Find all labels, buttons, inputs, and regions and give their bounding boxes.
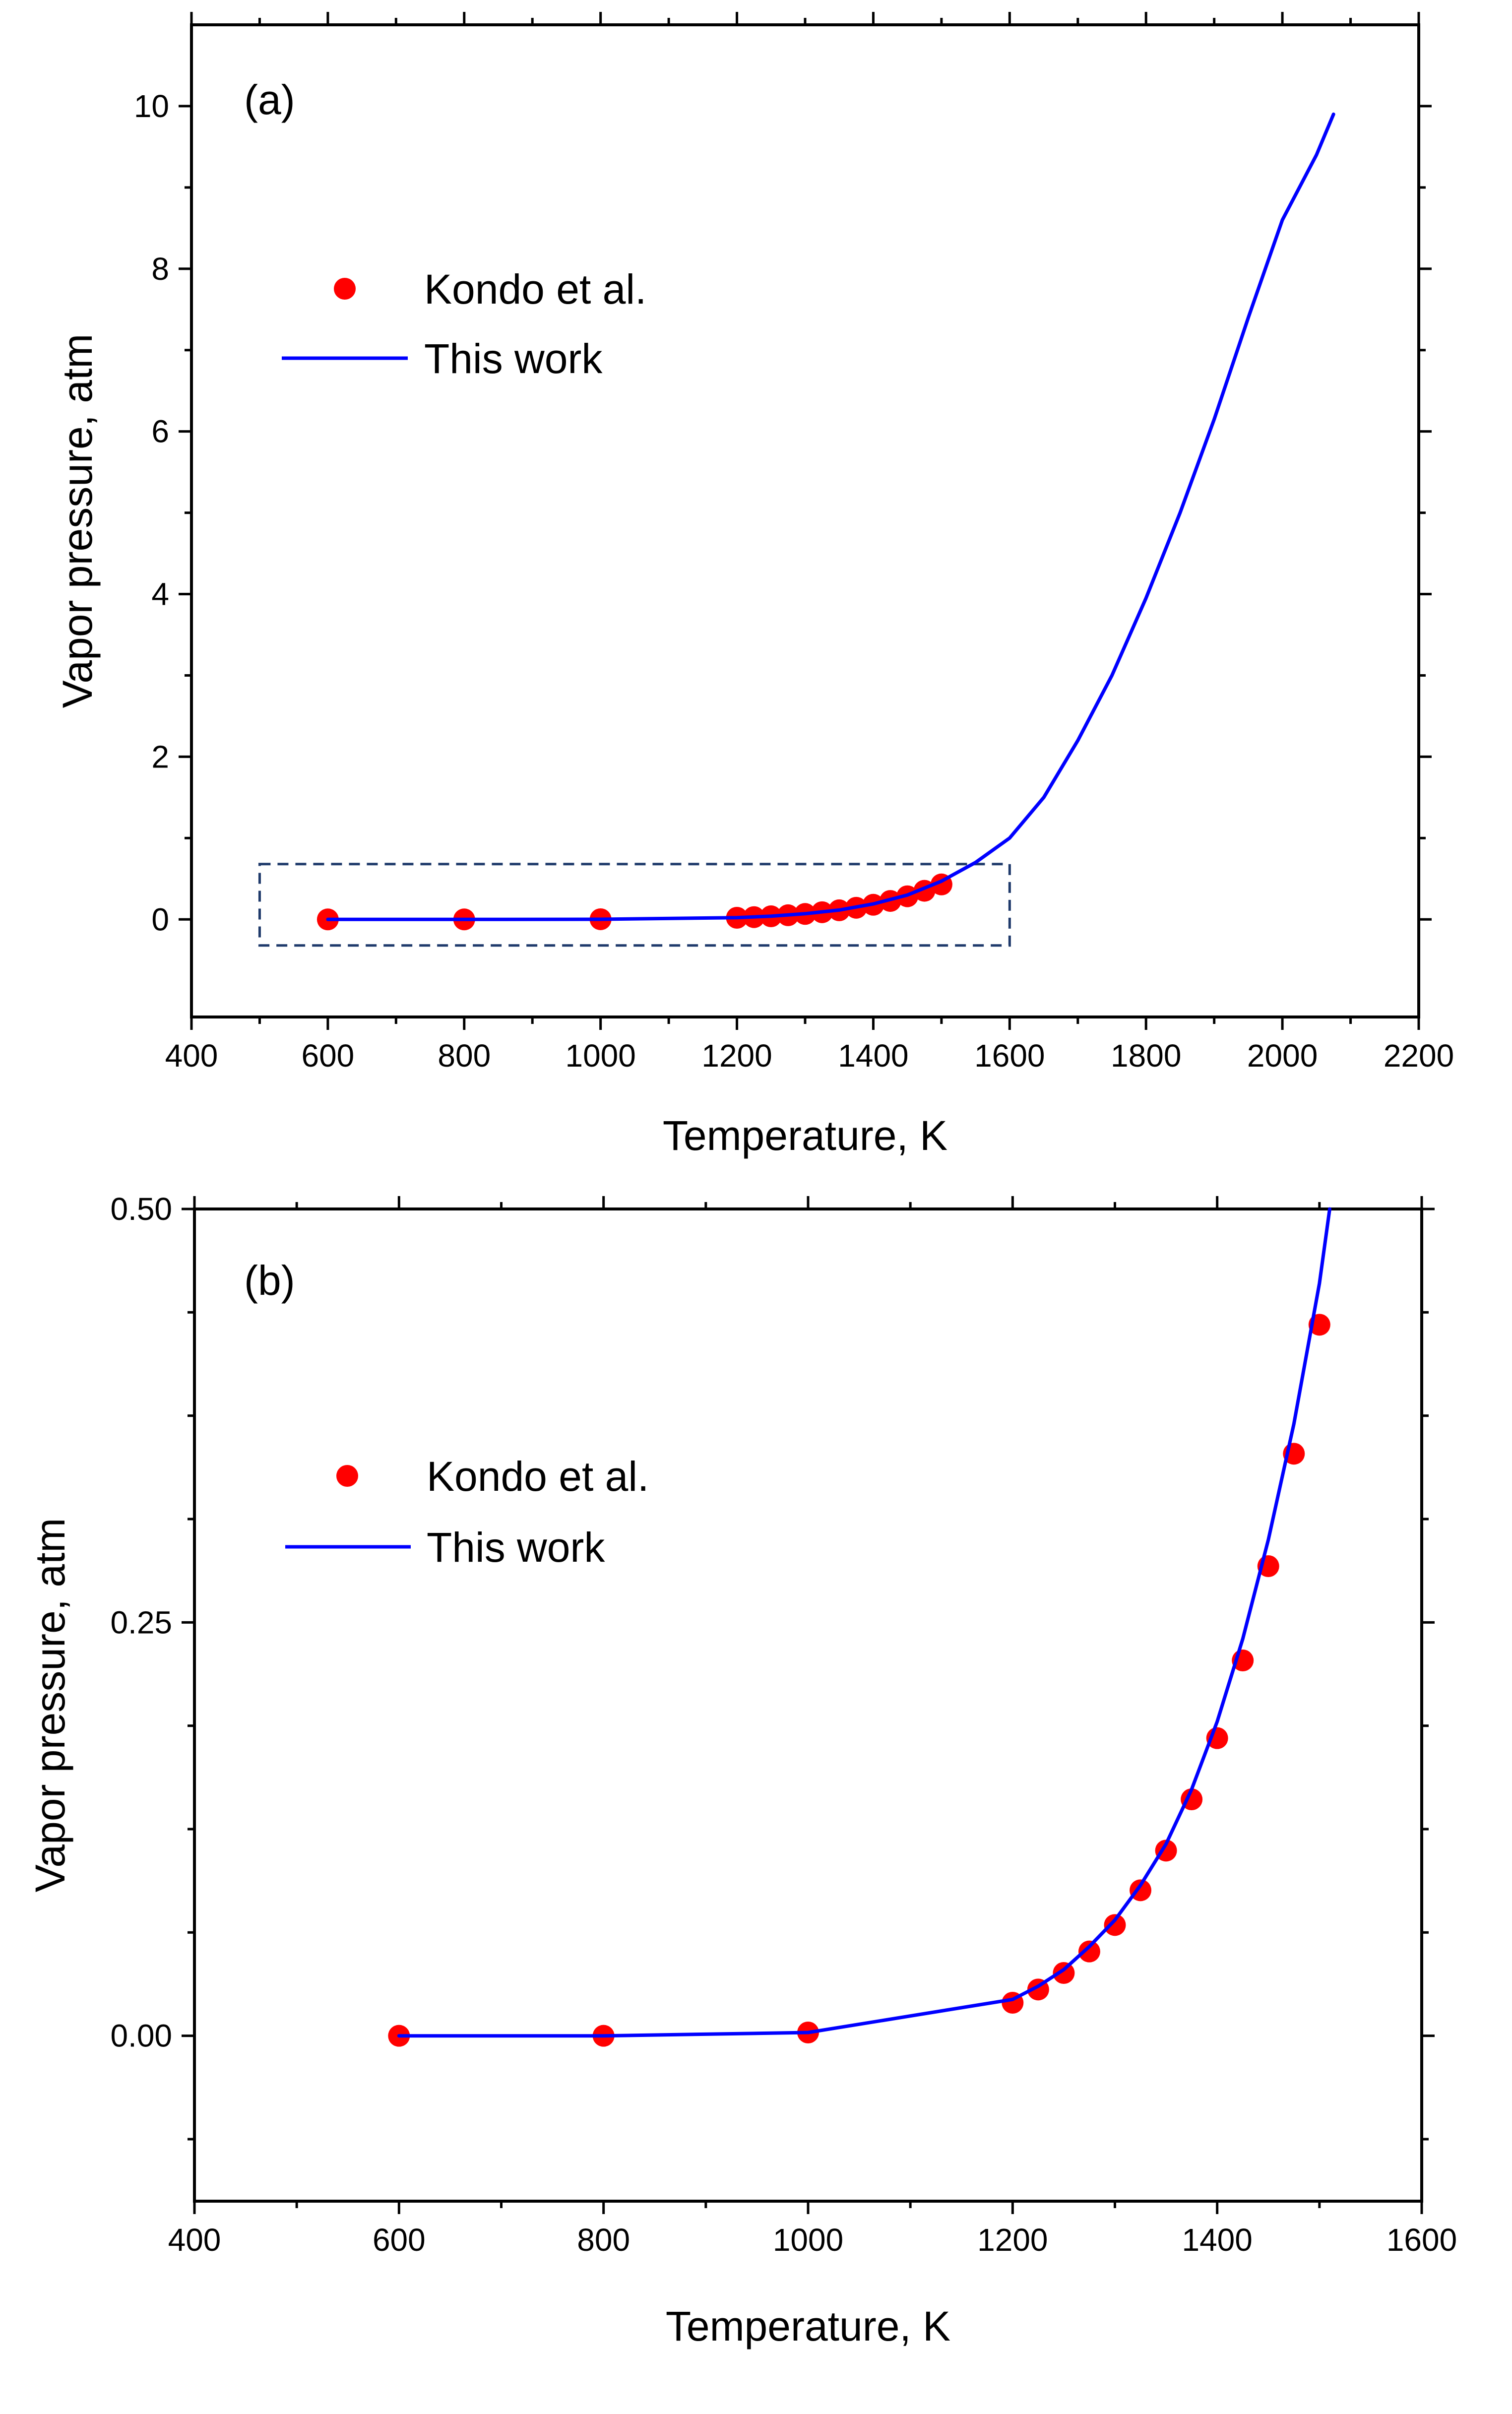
a-y-tick-label: 2 (151, 739, 169, 774)
a-x-tick-label: 400 (165, 1038, 218, 1074)
b-y-tick-label: 0.50 (110, 1191, 172, 1227)
a-series (316, 112, 1335, 931)
b-point-kondo (1130, 1879, 1152, 1902)
a-x-tick-label: 1200 (701, 1038, 772, 1074)
plot-frame-b (193, 1207, 1423, 2203)
b-point-kondo (1053, 1962, 1075, 1984)
a-zoom-box (258, 863, 1011, 947)
b-y-tick-label: 0.00 (110, 2018, 172, 2054)
b-legend-marker-kondo (336, 1465, 358, 1487)
a-x-tick-label: 800 (438, 1038, 491, 1074)
a-axis-ticks: 400 600 800 1000 1200 1400 1600 1800 2000 2200 0 2 4… (134, 12, 1454, 1074)
a-panel-label: (a) (244, 76, 295, 123)
b-x-tick-label: 800 (577, 2222, 630, 2258)
b-x-tick-label: 1600 (1386, 2222, 1457, 2258)
a-line-this-work (326, 112, 1335, 921)
a-x-tick-label: 1000 (565, 1038, 635, 1074)
b-panel-label: (b) (244, 1257, 295, 1304)
b-x-tick-label: 600 (373, 2222, 426, 2258)
b-point-kondo (1104, 1914, 1126, 1936)
b-series (388, 1207, 1331, 2047)
a-y-tick-label: 10 (134, 88, 169, 124)
a-legend: Kondo et al. This work (282, 266, 646, 382)
a-y-tick-label: 6 (151, 414, 169, 449)
b-legend-label-kondo: Kondo et al. (427, 1453, 649, 1500)
b-axis-ticks: 400 600 800 1000 1200 1400 1600 0.00 0.25 0.50 (110, 1191, 1457, 2258)
a-legend-label-kondo: Kondo et al. (424, 266, 646, 313)
a-x-tick-label: 2200 (1384, 1038, 1454, 1074)
a-y-axis-title: Vapor pressure, atm (54, 334, 101, 708)
a-x-tick-label: 600 (301, 1038, 354, 1074)
a-y-tick-label: 0 (151, 901, 169, 937)
a-y-tick-label: 4 (151, 576, 169, 612)
a-y-tick-label: 8 (151, 251, 169, 287)
b-legend-label-thiswork: This work (427, 1524, 605, 1571)
a-x-tick-label: 1400 (838, 1038, 908, 1074)
a-legend-label-thiswork: This work (424, 335, 603, 382)
panel-b: 400 600 800 1000 1200 1400 1600 0.00 0.25 0.50 (b… (27, 1191, 1457, 2350)
b-x-tick-label: 1200 (977, 2222, 1048, 2258)
panel-a: 400 600 800 1000 1200 1400 1600 1800 2000 2200 0 2 4… (54, 12, 1454, 1159)
b-legend: Kondo et al. This work (285, 1453, 649, 1571)
b-point-kondo (1078, 1940, 1100, 1963)
plot-frame-a (190, 23, 1420, 1018)
a-x-tick-label: 1600 (974, 1038, 1045, 1074)
a-x-axis-title: Temperature, K (663, 1112, 947, 1159)
b-y-axis-title: Vapor pressure, atm (27, 1518, 73, 1893)
b-y-tick-label: 0.25 (110, 1604, 172, 1640)
a-x-tick-label: 1800 (1111, 1038, 1181, 1074)
b-x-tick-label: 400 (168, 2222, 221, 2258)
b-x-tick-label: 1000 (773, 2222, 843, 2258)
a-zoom-box-rect (258, 863, 1011, 947)
b-x-tick-label: 1400 (1182, 2222, 1252, 2258)
a-legend-marker-kondo (334, 278, 356, 300)
b-line-this-work (397, 1207, 1331, 2038)
b-x-axis-title: Temperature, K (666, 2303, 950, 2350)
a-x-tick-label: 2000 (1247, 1038, 1318, 1074)
